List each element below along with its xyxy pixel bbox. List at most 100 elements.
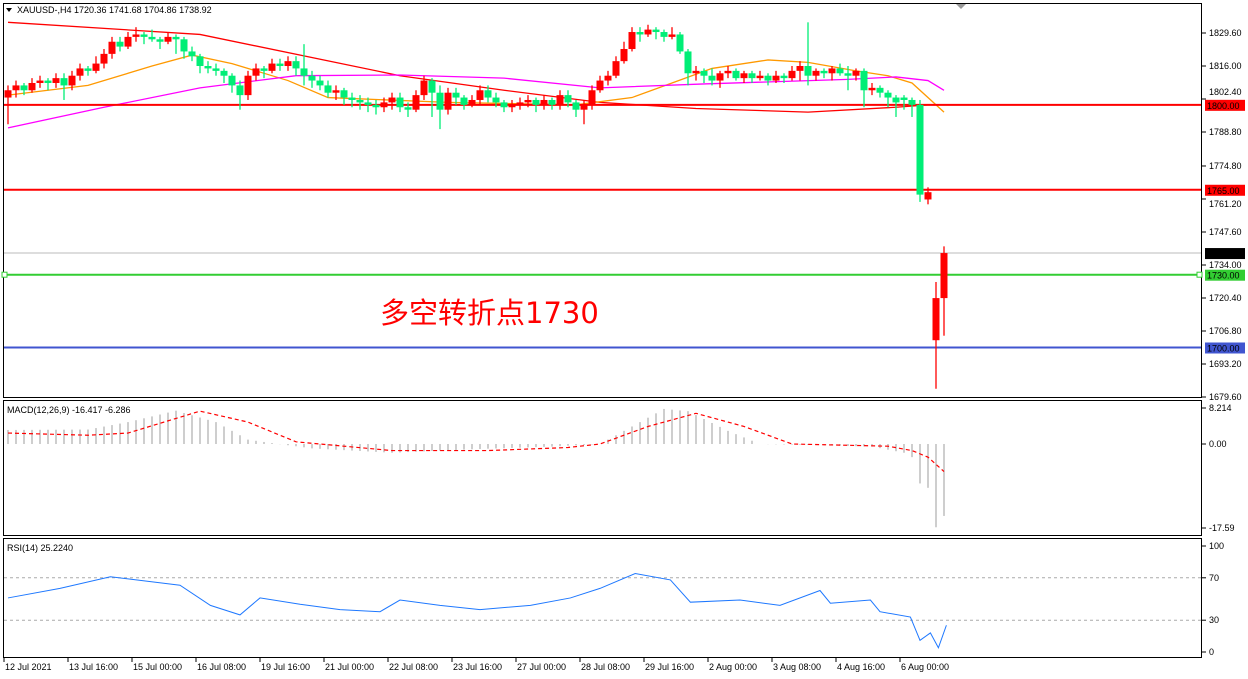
rsi-tick-label: 100 bbox=[1209, 541, 1224, 551]
chart-shift-marker-icon bbox=[956, 4, 966, 9]
candle-body bbox=[460, 97, 468, 105]
candle-body bbox=[388, 97, 396, 103]
moving-average-line-1 bbox=[7, 54, 945, 113]
candle-body bbox=[244, 75, 252, 96]
candle-body bbox=[764, 75, 772, 81]
candle-body bbox=[60, 78, 68, 86]
candle-body bbox=[588, 90, 596, 105]
candle-body bbox=[84, 68, 92, 71]
candle-body bbox=[748, 73, 756, 79]
x-tick-label: 6 Aug 00:00 bbox=[901, 662, 949, 672]
level-price-tag: 1765.00 bbox=[1207, 186, 1240, 196]
candle-body bbox=[476, 90, 484, 100]
candle-body bbox=[668, 34, 676, 37]
candle-body bbox=[804, 66, 812, 76]
candle-body bbox=[756, 75, 764, 79]
level-price-tag: 1730.00 bbox=[1207, 271, 1240, 281]
candle-body bbox=[140, 34, 148, 37]
candle-body bbox=[860, 70, 868, 91]
candle-body bbox=[660, 32, 668, 37]
x-tick-label: 3 Aug 08:00 bbox=[773, 662, 821, 672]
candle-body bbox=[92, 63, 100, 71]
candle-body bbox=[4, 90, 12, 98]
moving-average-line-2 bbox=[7, 74, 945, 129]
candle-body bbox=[292, 61, 300, 69]
macd-panel-frame bbox=[3, 400, 1202, 536]
candle-body bbox=[716, 73, 724, 81]
rsi-panel-frame bbox=[3, 538, 1202, 658]
dropdown-triangle-icon bbox=[6, 8, 12, 12]
candle-body bbox=[524, 99, 532, 103]
candle-body bbox=[556, 95, 564, 105]
candle-body bbox=[276, 63, 284, 67]
candle-body bbox=[940, 253, 948, 299]
bid-price-tag: 1738.92 bbox=[1207, 249, 1240, 259]
candle-body bbox=[404, 107, 412, 110]
y-tick-label: 1747.60 bbox=[1209, 227, 1242, 237]
candle-body bbox=[156, 39, 164, 42]
candle-body bbox=[652, 29, 660, 33]
candle-body bbox=[260, 68, 268, 71]
level-handle-left bbox=[1, 271, 8, 278]
level-price-tag-bg bbox=[1205, 342, 1245, 354]
y-tick-label: 1774.80 bbox=[1209, 161, 1242, 171]
candle-body bbox=[132, 34, 140, 37]
candle-body bbox=[924, 192, 932, 200]
y-tick-label: 1788.80 bbox=[1209, 127, 1242, 137]
level-price-tag: 1700.00 bbox=[1207, 343, 1240, 353]
candle-body bbox=[332, 90, 340, 93]
candle-body bbox=[316, 80, 324, 86]
candle-body bbox=[44, 80, 52, 83]
candle-body bbox=[164, 36, 172, 42]
candle-body bbox=[372, 104, 380, 108]
macd-tick-label: 8.214 bbox=[1209, 403, 1232, 413]
candle-body bbox=[220, 70, 228, 76]
candle-body bbox=[484, 90, 492, 98]
annotation-text: 多空转折点1730 bbox=[380, 296, 599, 330]
candle-body bbox=[196, 56, 204, 67]
candle-body bbox=[228, 75, 236, 86]
candle-body bbox=[268, 63, 276, 71]
candle-body bbox=[604, 75, 612, 81]
candle-body bbox=[428, 80, 436, 93]
candle-body bbox=[180, 39, 188, 52]
candle-body bbox=[252, 68, 260, 76]
x-tick-label: 12 Jul 2021 bbox=[5, 662, 52, 672]
candle-body bbox=[876, 87, 884, 93]
candle-body bbox=[380, 102, 388, 108]
candle-body bbox=[580, 104, 588, 110]
candle-body bbox=[356, 99, 364, 103]
candle-body bbox=[884, 92, 892, 98]
candle-body bbox=[700, 70, 708, 76]
rsi-tick-label: 30 bbox=[1209, 615, 1219, 625]
candle-body bbox=[28, 82, 36, 91]
candle-body bbox=[172, 36, 180, 40]
x-tick-label: 2 Aug 00:00 bbox=[709, 662, 757, 672]
level-price-tag-bg bbox=[1205, 184, 1245, 196]
candle-body bbox=[532, 99, 540, 105]
candle-body bbox=[36, 80, 44, 83]
y-tick-label: 1734.00 bbox=[1209, 260, 1242, 270]
candle-body bbox=[684, 51, 692, 74]
y-tick-label: 1679.60 bbox=[1209, 392, 1242, 402]
candle-body bbox=[236, 85, 244, 96]
candle-body bbox=[148, 36, 156, 40]
x-tick-label: 29 Jul 16:00 bbox=[645, 662, 694, 672]
moving-average-line-0 bbox=[7, 21, 929, 113]
level-handle-right bbox=[1196, 271, 1203, 278]
bid-price-tag-bg bbox=[1205, 248, 1245, 260]
candle-body bbox=[628, 32, 636, 50]
candle-body bbox=[500, 102, 508, 108]
candle-body bbox=[900, 97, 908, 100]
candle-body bbox=[564, 95, 572, 103]
candle-body bbox=[188, 51, 196, 57]
candle-body bbox=[76, 68, 84, 76]
candle-body bbox=[708, 75, 716, 81]
candle-body bbox=[508, 104, 516, 108]
symbol-header: XAUUSD-,H4 1720.36 1741.68 1704.86 1738.… bbox=[17, 5, 212, 15]
candle-body bbox=[828, 68, 836, 74]
candle-body bbox=[636, 32, 644, 35]
x-tick-label: 15 Jul 00:00 bbox=[133, 662, 182, 672]
candle-body bbox=[596, 80, 604, 91]
